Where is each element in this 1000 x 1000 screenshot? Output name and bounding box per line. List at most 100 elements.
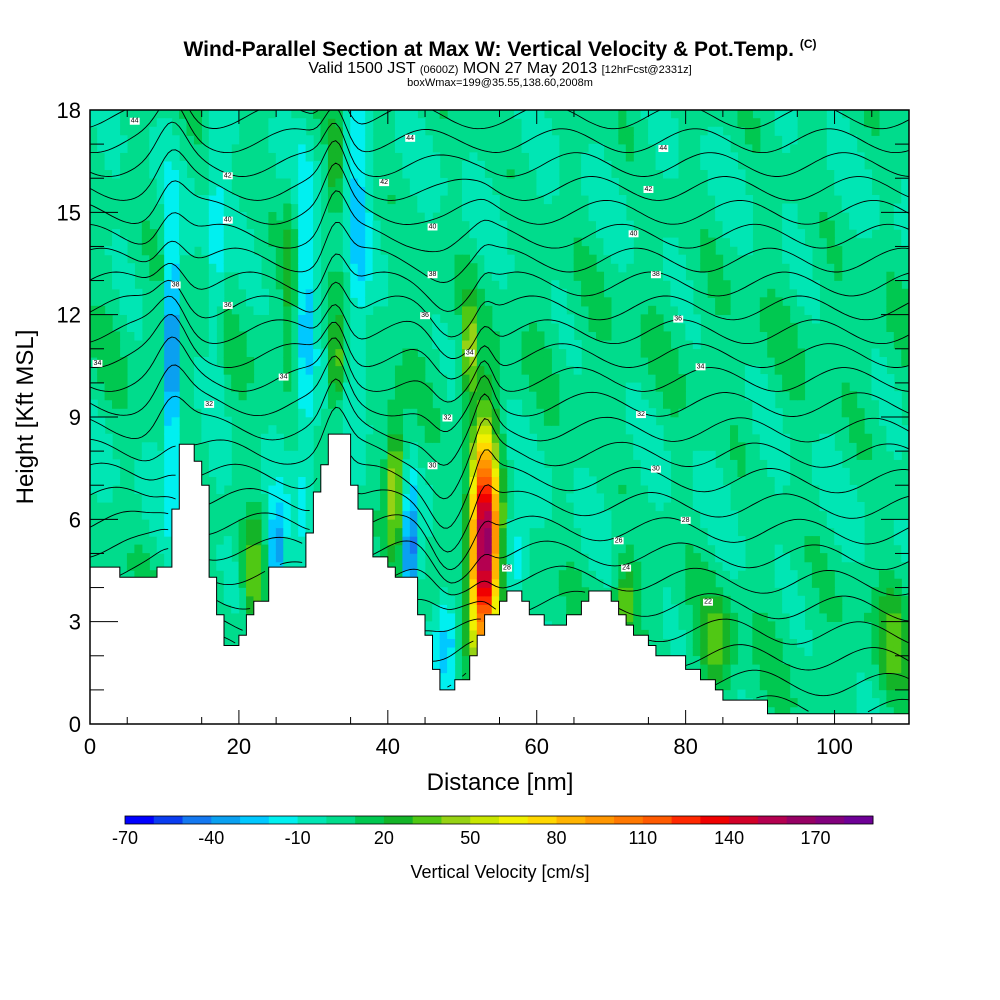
field-cell	[149, 152, 158, 162]
field-cell	[752, 612, 761, 622]
field-cell	[774, 416, 783, 426]
field-cell	[491, 476, 500, 486]
field-cell	[737, 689, 746, 699]
field-cell	[253, 510, 262, 520]
field-cell	[782, 433, 791, 443]
field-cell	[804, 638, 813, 648]
field-cell	[164, 126, 173, 136]
field-cell	[789, 322, 798, 333]
field-cell	[253, 544, 262, 554]
field-cell	[313, 246, 322, 256]
field-cell	[305, 263, 314, 273]
field-cell	[730, 237, 739, 247]
field-cell	[290, 288, 299, 298]
field-cell	[484, 595, 493, 605]
field-cell	[700, 254, 709, 264]
field-cell	[469, 229, 478, 239]
contour-label: 30	[650, 465, 661, 473]
field-cell	[901, 357, 909, 367]
field-cell	[350, 118, 359, 128]
field-cell	[164, 357, 173, 367]
field-cell	[275, 527, 284, 537]
contour-label-box	[379, 179, 390, 187]
field-cell	[171, 160, 180, 170]
field-cell	[849, 177, 858, 188]
field-cell	[365, 297, 374, 307]
field-cell	[402, 126, 411, 136]
field-cell	[744, 126, 753, 136]
field-cell	[878, 416, 887, 426]
field-cell	[193, 391, 202, 401]
field-cell	[223, 570, 232, 580]
field-cell	[342, 118, 351, 128]
field-cell	[499, 433, 508, 443]
field-cell	[290, 484, 299, 495]
contour-label: 40	[628, 230, 639, 238]
colorbar-swatch	[527, 816, 558, 824]
field-cell	[692, 493, 701, 503]
field-cell	[313, 229, 322, 239]
field-cell	[730, 621, 739, 631]
field-cell	[469, 638, 478, 648]
field-cell	[536, 135, 545, 145]
contour-label-text: 36	[421, 312, 429, 319]
field-cell	[476, 536, 485, 546]
field-cell	[774, 425, 783, 435]
field-cell	[357, 408, 366, 418]
field-cell	[372, 271, 381, 281]
field-cell	[521, 331, 530, 341]
field-cell	[402, 399, 411, 409]
field-cell	[566, 322, 575, 333]
field-cell	[595, 527, 605, 537]
field-cell	[856, 501, 865, 512]
field-cell	[707, 501, 716, 512]
field-cell	[819, 570, 828, 580]
field-cell	[164, 203, 173, 213]
field-cell	[134, 544, 143, 554]
field-cell	[305, 433, 314, 443]
field-cell	[380, 254, 389, 264]
field-cell	[663, 621, 672, 631]
field-cell	[707, 570, 716, 580]
colorbar-swatch	[412, 816, 442, 824]
field-cell	[715, 203, 724, 213]
field-cell	[290, 450, 299, 460]
field-cell	[491, 365, 500, 375]
field-cell	[767, 698, 776, 708]
field-cell	[625, 408, 634, 418]
colorbar-frame	[124, 815, 874, 825]
field-cell	[171, 135, 180, 145]
field-cell	[618, 578, 627, 588]
field-cell	[112, 339, 121, 350]
field-cell	[797, 365, 806, 375]
field-cell	[238, 246, 247, 256]
field-cell	[112, 399, 121, 409]
field-cell	[491, 561, 500, 571]
field-cell	[744, 110, 753, 119]
contour-label-text: 40	[224, 217, 232, 224]
field-cell	[216, 442, 225, 452]
field-cell	[380, 263, 389, 273]
field-cell	[417, 391, 426, 401]
field-cell	[253, 587, 262, 597]
isentrope	[223, 636, 909, 671]
field-cell	[603, 331, 612, 341]
colorbar: -70 -40 -10 20 50 80 110 140 170	[112, 815, 874, 848]
field-cell	[350, 467, 359, 477]
field-cell	[730, 177, 739, 188]
field-cell	[715, 493, 724, 503]
field-cell	[171, 263, 180, 273]
field-cell	[417, 416, 426, 426]
field-cell	[893, 339, 902, 350]
field-cell	[461, 587, 471, 597]
field-cell	[484, 203, 493, 213]
field-cell	[439, 612, 448, 622]
field-cell	[521, 553, 530, 563]
field-cell	[298, 544, 307, 554]
field-cell	[119, 357, 128, 367]
field-cell	[841, 177, 850, 188]
field-cell	[283, 152, 292, 162]
field-cell	[834, 254, 843, 264]
field-cell	[856, 450, 865, 460]
field-cell	[208, 382, 217, 392]
